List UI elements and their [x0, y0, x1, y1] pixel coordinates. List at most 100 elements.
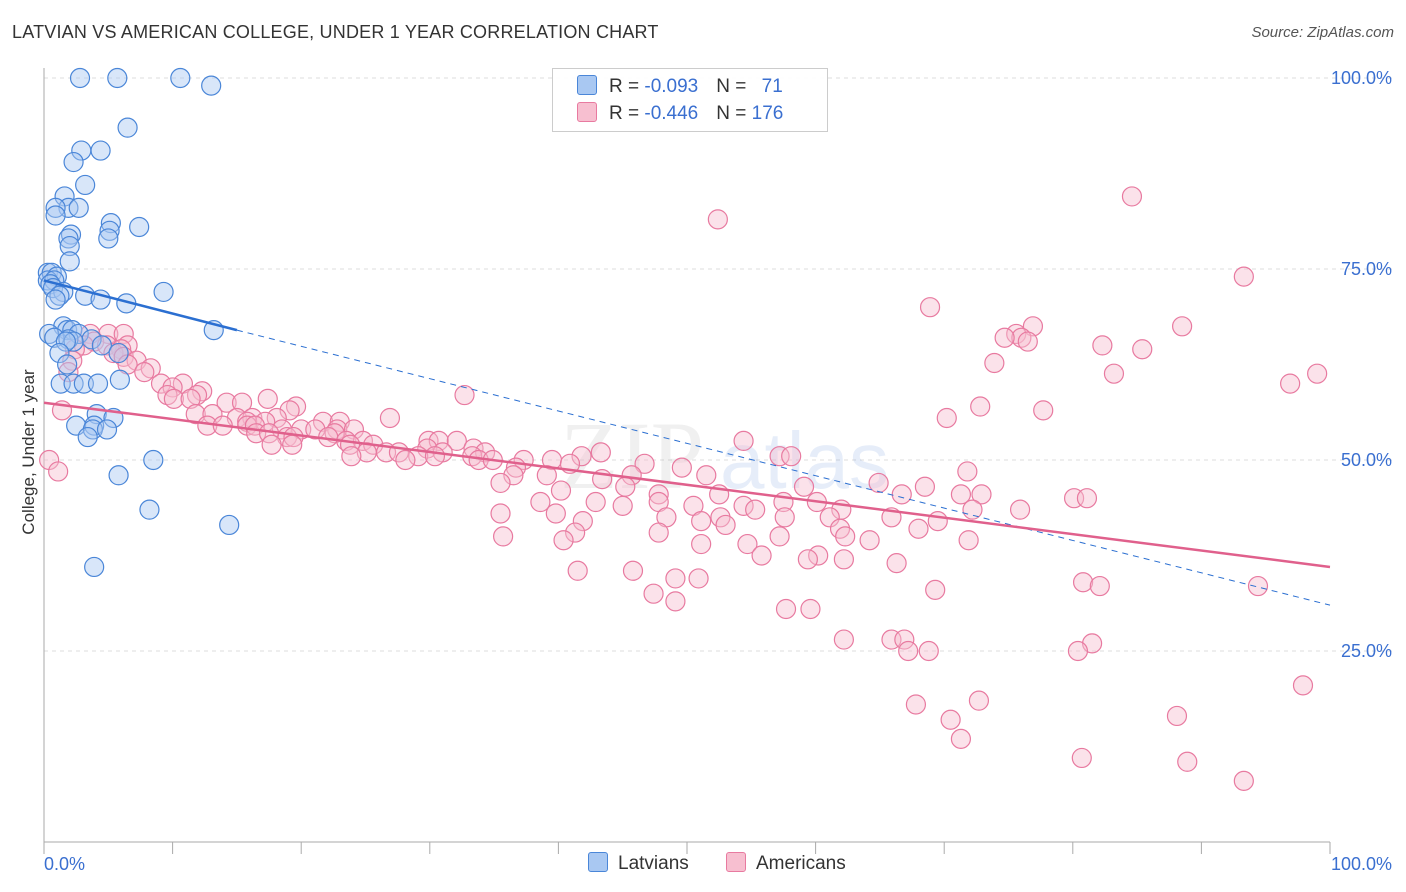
- latvian-point: [109, 369, 130, 390]
- american-point: [793, 476, 815, 497]
- american-point: [1067, 640, 1089, 662]
- american-point: [715, 514, 736, 536]
- source-label: Source: ZipAtlas.com: [1251, 24, 1394, 41]
- american-point: [285, 396, 307, 417]
- latvian-point: [117, 117, 138, 138]
- american-point: [1132, 339, 1153, 360]
- american-point: [962, 499, 983, 520]
- american-point: [797, 549, 818, 570]
- american-point: [1233, 266, 1254, 287]
- latvian-point: [91, 335, 112, 356]
- american-point: [48, 461, 69, 482]
- american-point: [936, 407, 957, 429]
- american-point: [1103, 363, 1125, 384]
- latvian-point: [57, 354, 78, 375]
- american-point: [622, 560, 644, 581]
- american-point: [572, 511, 593, 532]
- american-point: [503, 465, 524, 486]
- american-point: [665, 591, 686, 612]
- american-point: [1071, 747, 1092, 769]
- american-point: [665, 568, 686, 589]
- american-point: [305, 419, 326, 440]
- latvian-point: [63, 151, 84, 173]
- american-point: [341, 446, 362, 467]
- american-point: [919, 297, 941, 318]
- american-point: [819, 507, 840, 528]
- american-point: [927, 511, 948, 532]
- latvian-point: [129, 216, 150, 238]
- american-point: [958, 530, 979, 551]
- latvian-point: [71, 140, 92, 161]
- american-point: [769, 446, 790, 467]
- american-point: [859, 530, 880, 551]
- american-point: [833, 549, 854, 570]
- american-point: [733, 495, 754, 516]
- latvian-point: [73, 373, 94, 394]
- latvian-point: [49, 285, 70, 306]
- american-point: [283, 426, 304, 448]
- watermark-zip: ZIP: [560, 402, 704, 509]
- latvian-point: [45, 205, 66, 226]
- american-point: [894, 629, 915, 650]
- american-point: [835, 526, 856, 547]
- american-point: [691, 533, 712, 555]
- latvian-point: [63, 373, 84, 394]
- legend-n-label: N =: [716, 76, 752, 97]
- x-tick-label-min: 0.0%: [44, 854, 85, 874]
- american-point: [379, 407, 401, 429]
- american-point: [424, 446, 446, 467]
- american-point: [950, 484, 972, 505]
- correlation-legend: R = -0.093 N = 71 R = -0.446 N = 176: [552, 68, 828, 132]
- american-point: [707, 209, 728, 230]
- american-point: [886, 553, 907, 574]
- latvian-point: [81, 329, 102, 350]
- americans-trend-line: [43, 401, 1331, 569]
- american-point: [1121, 186, 1143, 207]
- american-point: [1089, 575, 1110, 597]
- american-point: [352, 430, 374, 451]
- grid-lines: [44, 77, 1392, 652]
- latvians-trend-extension: [236, 329, 1331, 606]
- american-point: [1009, 499, 1031, 520]
- trend-lines: [43, 279, 1331, 606]
- latvian-point: [69, 67, 91, 89]
- american-point: [150, 373, 172, 394]
- latvian-point: [90, 140, 111, 161]
- latvian-point: [63, 331, 84, 352]
- legend-r-value: -0.446: [644, 103, 699, 124]
- american-point: [612, 495, 633, 516]
- american-point: [781, 446, 802, 467]
- american-point: [671, 457, 692, 478]
- latvian-point: [75, 174, 96, 196]
- american-point: [774, 507, 795, 528]
- american-point: [530, 491, 551, 513]
- legend-n-value: 176: [751, 103, 784, 124]
- american-point: [1076, 488, 1098, 509]
- x-tick-label-max: 100.0%: [1331, 854, 1392, 874]
- latvian-point: [219, 514, 240, 536]
- american-point: [800, 598, 821, 620]
- latvian-point: [84, 556, 105, 578]
- american-point: [688, 568, 709, 589]
- american-point: [1072, 572, 1094, 593]
- latvian-point: [201, 75, 222, 96]
- watermark: ZIP atlas: [560, 402, 889, 509]
- latvian-point: [108, 342, 129, 364]
- americans-legend-label: Americans: [756, 853, 846, 874]
- american-point: [1280, 373, 1301, 394]
- y-tick-label: 100.0%: [1331, 68, 1392, 88]
- legend-n-value: 71: [761, 76, 783, 97]
- american-point: [163, 388, 184, 409]
- latvian-point: [55, 331, 76, 352]
- latvians-trend-line: [43, 279, 238, 332]
- bottom-legend-americans: Americans: [726, 852, 846, 875]
- american-point: [113, 323, 134, 345]
- american-point: [968, 690, 990, 711]
- american-point: [733, 430, 754, 451]
- american-point: [891, 484, 912, 505]
- american-point: [1233, 770, 1254, 791]
- american-point: [216, 392, 237, 413]
- american-point: [553, 530, 574, 551]
- american-point: [565, 522, 586, 543]
